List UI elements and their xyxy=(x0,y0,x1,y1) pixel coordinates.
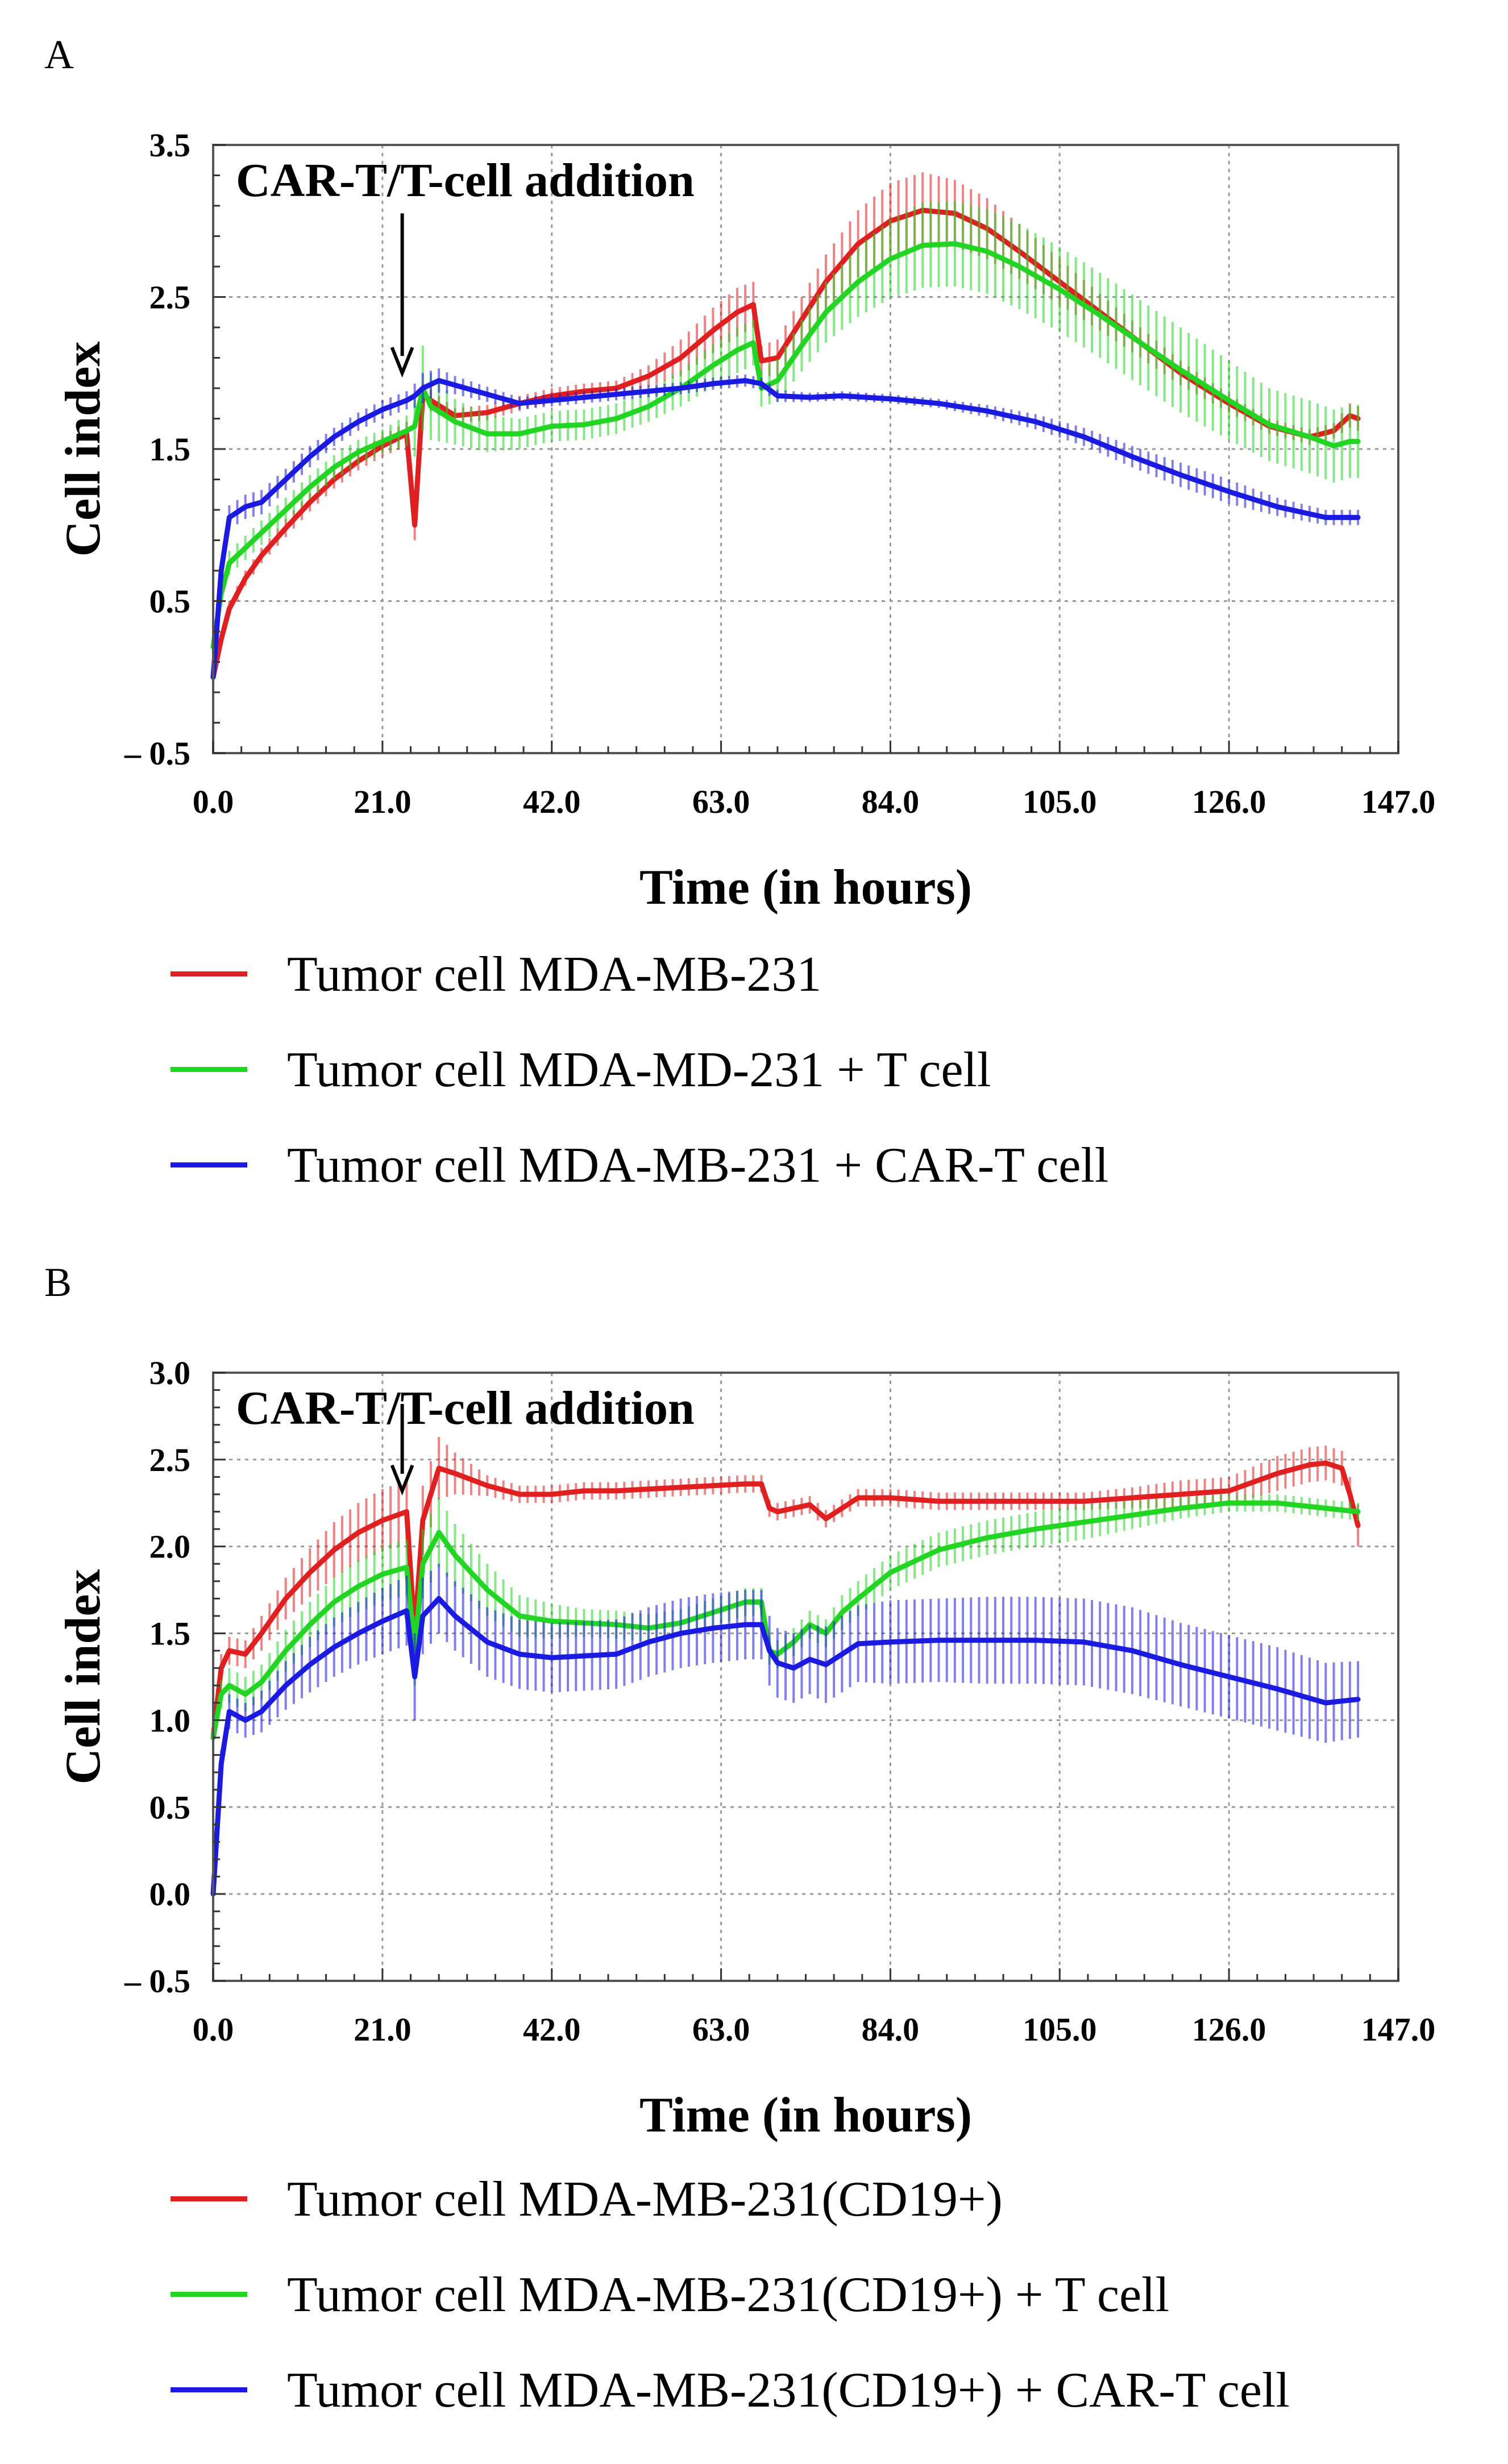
series-line xyxy=(210,241,1361,650)
series-3 xyxy=(210,1564,1361,1898)
legend-swatch xyxy=(171,2196,247,2201)
x-tick-label: 84.0 xyxy=(862,2011,920,2048)
annotation-text: CAR-T/T-cell addition xyxy=(236,154,695,207)
axis-ticks xyxy=(212,1372,1399,1982)
x-tick-label: 84.0 xyxy=(862,783,920,820)
series-3 xyxy=(210,368,1361,680)
annotation-arrow-head xyxy=(390,1464,414,1495)
panel-label-a: A xyxy=(44,32,74,77)
y-tick-label: 2.5 xyxy=(149,1441,191,1478)
legend-label: Tumor cell MDA-MB-231 + CAR-T cell xyxy=(287,1138,1109,1193)
legend-swatch xyxy=(171,2387,247,2392)
x-tick-label: 63.0 xyxy=(692,2011,750,2048)
annotation-text: CAR-T/T-cell addition xyxy=(236,1382,695,1435)
x-tick-label: 105.0 xyxy=(1023,783,1097,820)
legend-label: Tumor cell MDA-MB-231(CD19+) xyxy=(287,2172,1003,2227)
x-tick-label: 21.0 xyxy=(354,783,412,820)
x-tick-label: 0.0 xyxy=(193,2011,234,2048)
legend-swatch xyxy=(171,971,247,977)
x-tick-label: 147.0 xyxy=(1361,783,1436,820)
y-tick-label: 1.5 xyxy=(149,431,191,468)
series-line xyxy=(210,378,1361,680)
y-tick-label: 3.5 xyxy=(149,127,191,164)
x-tick-label: 147.0 xyxy=(1361,2011,1436,2048)
x-tick-label: 21.0 xyxy=(354,2011,412,2048)
legend-label: Tumor cell MDA-MB-231(CD19+) + T cell xyxy=(287,2267,1170,2322)
series-1 xyxy=(210,1437,1361,1747)
y-tick-label: – 0.5 xyxy=(124,735,190,772)
legend-label: Tumor cell MDA-MB-231 xyxy=(287,947,822,1002)
y-tick-label: 0.5 xyxy=(149,1789,191,1826)
y-axis-label: Cell index xyxy=(56,1569,111,1785)
y-tick-label: 1.0 xyxy=(149,1702,191,1739)
y-tick-label: 0.5 xyxy=(149,583,191,620)
y-tick-label: 2.0 xyxy=(149,1528,191,1565)
chart-a: 0.0 21.0 42.0 63.0 84.0 105.0 126.0 147.0 – 0.5 0… xyxy=(56,127,1436,915)
x-tick-label: 105.0 xyxy=(1023,2011,1097,2048)
panel-label-b: B xyxy=(44,1260,72,1305)
x-axis-label: Time (in hours) xyxy=(639,860,972,915)
x-tick-label: 42.0 xyxy=(523,783,581,820)
annotation-arrow-head xyxy=(390,347,414,378)
y-tick-label: – 0.5 xyxy=(124,1963,190,2000)
legend-swatch xyxy=(171,1067,247,1072)
legend-swatch xyxy=(171,2292,247,2297)
legend-label: Tumor cell MDA-MB-231(CD19+) + CAR-T cel… xyxy=(287,2363,1290,2418)
series-line xyxy=(210,1460,1361,1740)
series-line xyxy=(210,1595,1361,1897)
x-tick-label: 126.0 xyxy=(1192,2011,1266,2048)
x-tick-label: 126.0 xyxy=(1192,783,1266,820)
legend-label: Tumor cell MDA-MD-231 + T cell xyxy=(287,1042,991,1098)
y-tick-label: 3.0 xyxy=(149,1354,191,1391)
y-tick-label: 0.0 xyxy=(149,1876,191,1913)
x-axis-label: Time (in hours) xyxy=(639,2088,972,2143)
chart-b: 0.0 21.0 42.0 63.0 84.0 105.0 126.0 147.0– 0.50… xyxy=(56,1354,1436,2143)
x-tick-label: 42.0 xyxy=(523,2011,581,2048)
axis-ticks xyxy=(212,144,1399,754)
y-tick-label: 1.5 xyxy=(149,1615,191,1652)
y-tick-label: 2.5 xyxy=(149,279,191,316)
x-tick-label: 0.0 xyxy=(193,783,234,820)
legend-swatch xyxy=(171,1162,247,1167)
y-axis-label: Cell index xyxy=(56,342,111,557)
x-tick-label: 63.0 xyxy=(692,783,750,820)
